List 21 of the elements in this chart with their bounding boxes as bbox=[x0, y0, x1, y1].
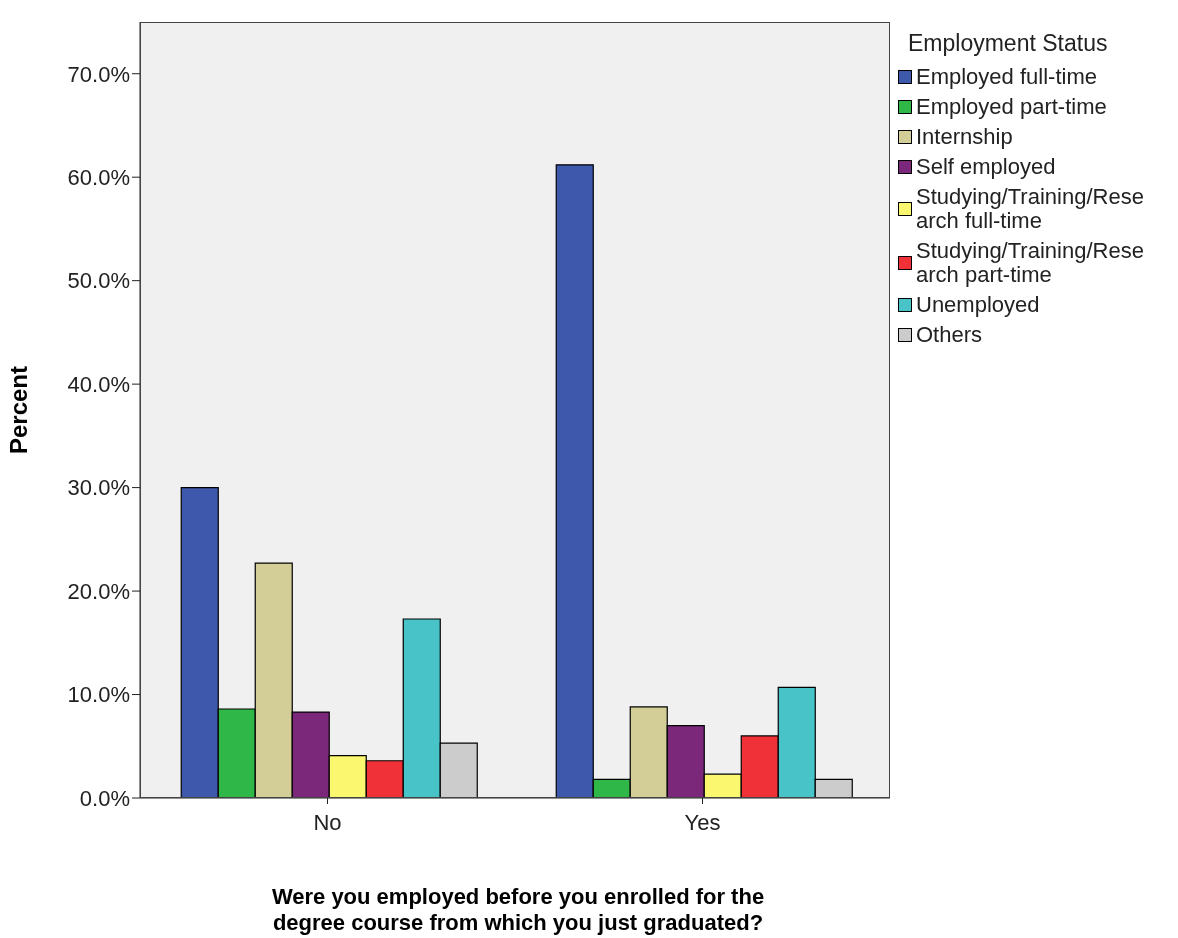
legend-label: Employed full-time bbox=[916, 64, 1098, 89]
y-tick-label: 70.0% bbox=[67, 61, 130, 87]
legend-label: Studying/Training/Research part-time bbox=[916, 238, 1145, 287]
legend-label: Employed part-time bbox=[916, 94, 1108, 119]
y-tick-label: 10.0% bbox=[67, 682, 130, 708]
legend-title: Employment Status bbox=[908, 30, 1109, 57]
y-axis-title: Percent bbox=[4, 365, 32, 455]
x-axis-title: Were you employed before you enrolled for the degree course from which you just graduated? bbox=[270, 884, 766, 936]
y-tick-label: 60.0% bbox=[67, 165, 130, 191]
x-tick-label: Yes bbox=[684, 809, 721, 835]
legend-label: Self employed bbox=[916, 154, 1057, 179]
legend-label: Internship bbox=[916, 124, 1014, 149]
legend-label: Unemployed bbox=[916, 292, 1041, 317]
legend-label: Others bbox=[916, 322, 984, 347]
y-tick-label: 30.0% bbox=[67, 475, 130, 501]
y-tick-label: 50.0% bbox=[67, 268, 130, 294]
x-tick-label: No bbox=[313, 809, 342, 835]
y-tick-label: 40.0% bbox=[67, 371, 130, 397]
legend-label: Studying/Training/Research full-time bbox=[916, 184, 1145, 233]
y-tick-label: 20.0% bbox=[67, 578, 130, 604]
y-tick-label: 0.0% bbox=[79, 785, 130, 811]
